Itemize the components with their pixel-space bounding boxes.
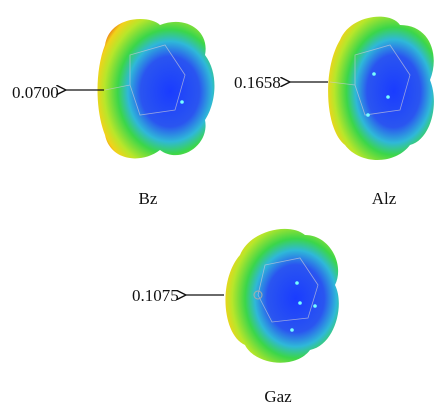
- atom: [290, 328, 294, 332]
- molecule-label: Alz: [372, 189, 397, 208]
- panel-bz: 0.0700 Bz: [12, 19, 214, 208]
- page: {"panels": [{"label": "Bz", "value": "0.…: [0, 0, 440, 405]
- value-label: 0.1658: [234, 73, 281, 92]
- molecule-label: Bz: [139, 189, 158, 208]
- value-label: 0.0700: [12, 83, 59, 102]
- esp-surface: [98, 19, 215, 158]
- molecule-label: Gaz: [264, 387, 292, 405]
- atom: [372, 72, 376, 76]
- atom: [298, 301, 302, 305]
- panel-gaz: 0.1075 Gaz: [132, 229, 339, 405]
- atom: [180, 100, 184, 104]
- value-label: 0.1075: [132, 286, 179, 305]
- atom: [295, 281, 299, 285]
- atom: [386, 95, 390, 99]
- esp-surface: [328, 17, 434, 160]
- esp-surface: [225, 229, 338, 363]
- atom: [313, 304, 317, 308]
- atom: [366, 113, 370, 117]
- panel-alz: 0.1658 Alz: [234, 17, 434, 208]
- figure: 0.0700 Bz 0.1658 Alz 0.1075 Gaz: [0, 0, 440, 405]
